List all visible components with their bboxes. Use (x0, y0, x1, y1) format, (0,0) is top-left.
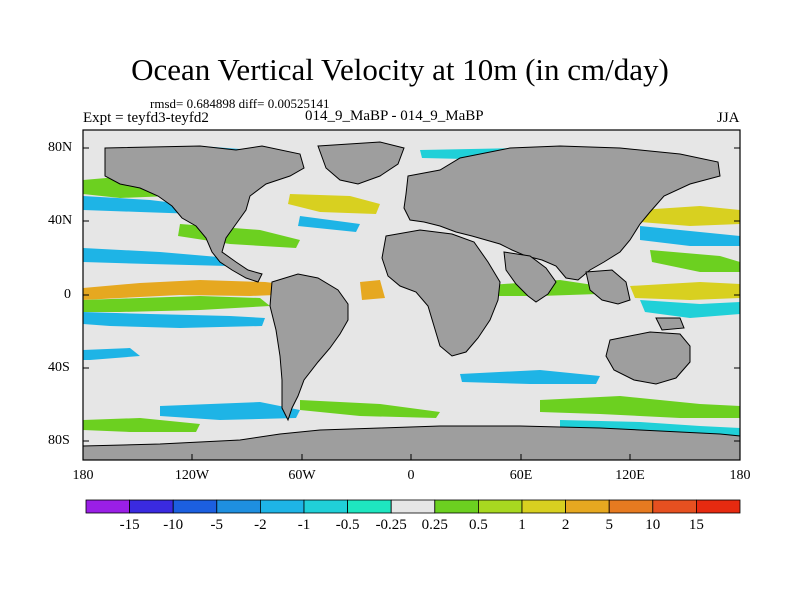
africa (381, 229, 501, 357)
y-tick-label-0: 0 (64, 287, 71, 302)
colorbar-box (608, 499, 654, 514)
greenland (317, 141, 405, 185)
colorbar-box (696, 499, 741, 514)
colorbar-label: 2 (561, 517, 570, 533)
x-tick-label-120e: 120E (615, 468, 645, 483)
colorbar-label: 0.5 (469, 517, 488, 533)
colorbar-box (477, 499, 523, 514)
colorbar-label: 15 (688, 517, 704, 533)
colorbar-box (172, 499, 218, 514)
colorbar-label: 10 (645, 517, 661, 533)
colorbar-label: 5 (605, 517, 613, 533)
colorbar-box (390, 499, 436, 514)
experiment-label: Expt = teyfd3-teyfd2 (83, 110, 209, 126)
y-tick-marks (83, 147, 740, 442)
north-america (104, 145, 305, 283)
colorbar-label: 1 (518, 517, 526, 533)
colorbar-label: -1 (297, 517, 311, 533)
southeast-asia-islands (585, 269, 631, 305)
land-masses (82, 141, 741, 461)
colorbar-box (216, 499, 261, 514)
colorbar-box (347, 499, 392, 514)
eurasia (403, 145, 721, 281)
colorbar-label: -2 (254, 517, 267, 533)
y-tick-label-40s: 40S (48, 360, 70, 375)
x-tick-marks (82, 454, 741, 460)
new-guinea (655, 317, 685, 331)
x-tick-label-120w: 120W (174, 468, 210, 483)
arabia-india (503, 251, 557, 303)
y-tick-label-40n: 40N (48, 213, 73, 228)
y-tick-label-80s: 80S (48, 433, 70, 448)
x-tick-label-0: 0 (407, 468, 415, 483)
y-tick-label-80n: 80N (48, 140, 73, 155)
colorbar-box (129, 499, 174, 514)
x-tick-label-60e: 60E (509, 468, 533, 483)
colorbar-box (652, 499, 697, 514)
colorbar-box (521, 499, 566, 514)
colorbar-label: -10 (163, 517, 184, 533)
colorbar-label: -5 (210, 517, 224, 533)
colorbar-box (434, 499, 479, 514)
colorbar-box (259, 499, 305, 514)
colorbar-label: -0.25 (375, 517, 407, 533)
experiment-period-label: 014_9_MaBP - 014_9_MaBP (305, 108, 484, 124)
colorbar-label: -15 (119, 517, 140, 533)
south-america (269, 273, 349, 422)
australia (605, 331, 691, 385)
colorbar-label: 0.25 (421, 517, 448, 533)
rmsd-diff-label: rmsd= 0.684898 diff= 0.00525141 (150, 96, 330, 111)
colorbar-box (85, 499, 130, 514)
colorbar-box (565, 499, 610, 514)
season-label: JJA (717, 110, 740, 126)
x-tick-label-60w: 60W (288, 468, 316, 483)
colorbar-label: -0.5 (335, 517, 360, 533)
map-title: Ocean Vertical Velocity at 10m (in cm/da… (131, 52, 669, 87)
x-tick-label-180w: 180 (72, 468, 94, 483)
colorbar (85, 499, 741, 514)
x-tick-label-180e: 180 (729, 468, 751, 483)
colorbar-box (303, 499, 348, 514)
